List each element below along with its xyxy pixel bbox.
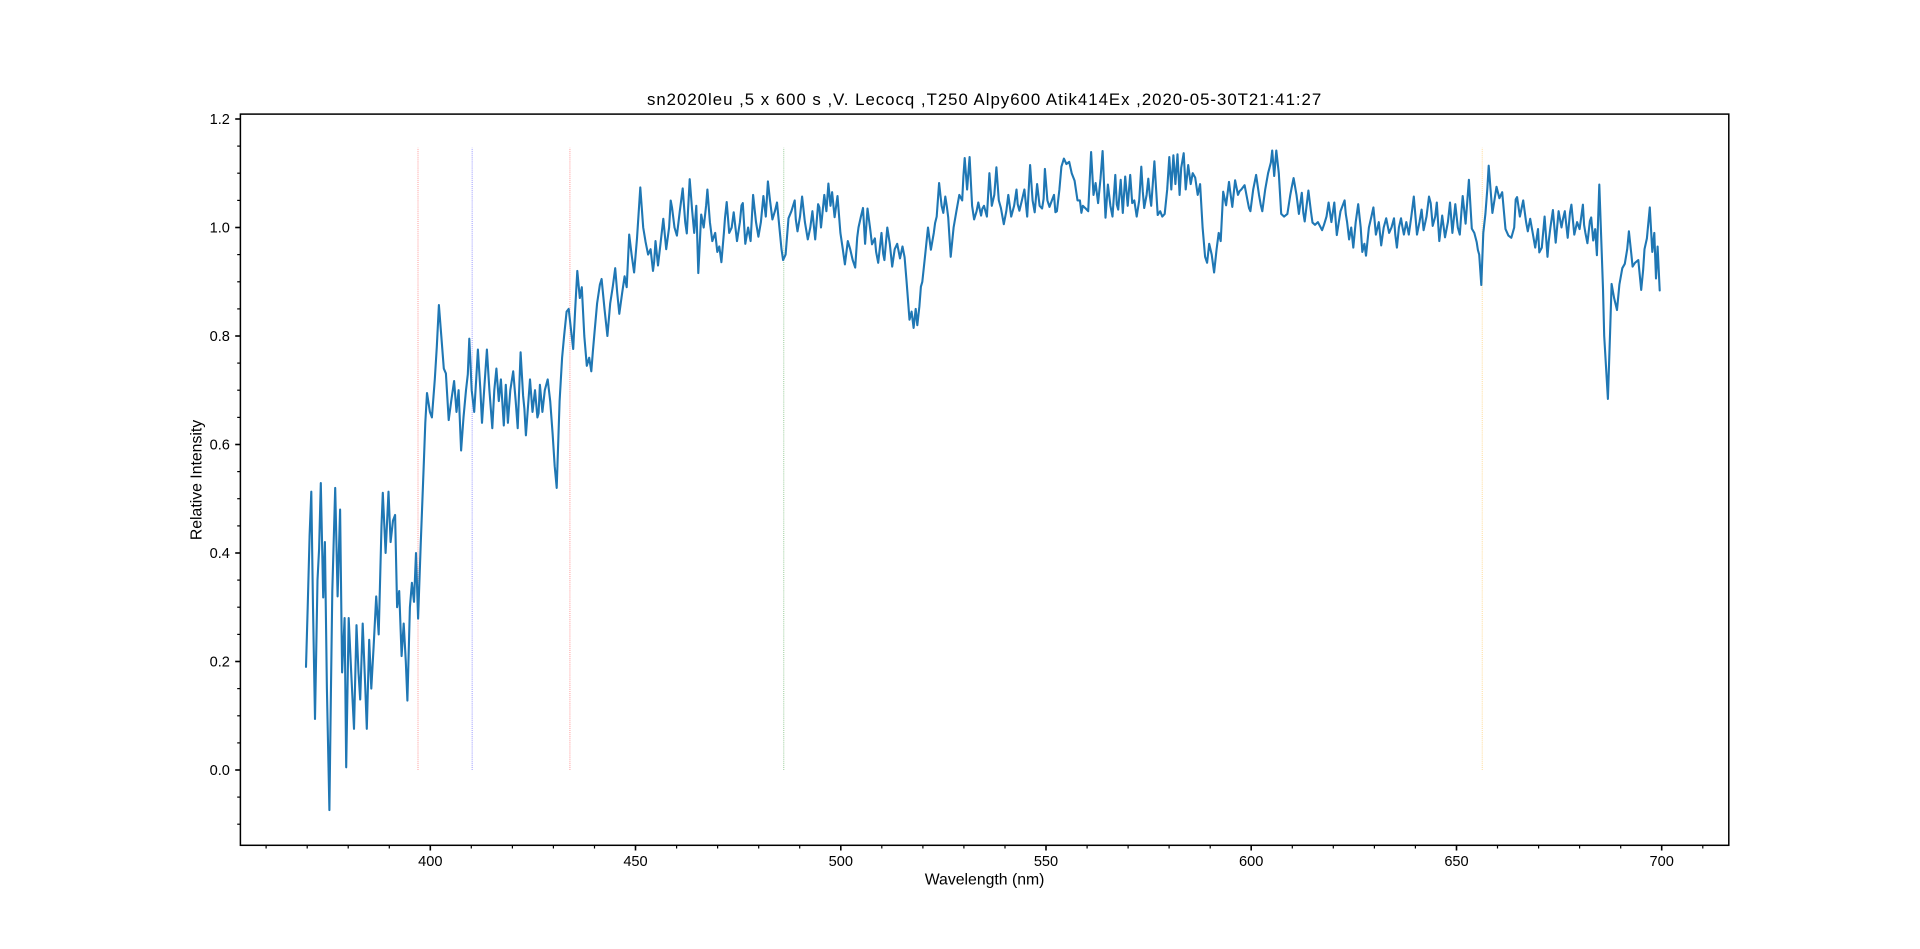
svg-text:600: 600 [1239,854,1263,870]
svg-text:1.2: 1.2 [210,112,230,128]
svg-text:0.0: 0.0 [210,763,230,779]
svg-text:0.8: 0.8 [210,329,230,345]
svg-text:0.6: 0.6 [210,438,230,454]
svg-text:550: 550 [1034,854,1058,870]
svg-text:1.0: 1.0 [210,221,230,237]
svg-text:650: 650 [1444,854,1468,870]
svg-text:700: 700 [1650,854,1674,870]
svg-text:sn2020leu ,5 x 600 s ,V. Lecoc: sn2020leu ,5 x 600 s ,V. Lecocq ,T250 Al… [647,90,1322,109]
svg-text:500: 500 [829,854,853,870]
svg-text:0.2: 0.2 [210,655,230,671]
svg-text:450: 450 [623,854,647,870]
svg-text:0.4: 0.4 [210,546,230,562]
svg-text:Relative Intensity: Relative Intensity [189,420,206,540]
svg-text:Wavelength (nm): Wavelength (nm) [925,872,1045,889]
svg-text:400: 400 [418,854,442,870]
